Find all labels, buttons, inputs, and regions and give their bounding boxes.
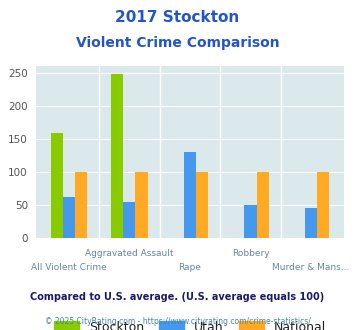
Bar — [257, 172, 269, 238]
Bar — [123, 202, 135, 238]
Text: Robbery: Robbery — [232, 249, 269, 258]
Text: Compared to U.S. average. (U.S. average equals 100): Compared to U.S. average. (U.S. average … — [31, 292, 324, 302]
Bar — [51, 133, 63, 238]
Bar — [75, 172, 87, 238]
Bar — [63, 197, 75, 238]
Text: Murder & Mans...: Murder & Mans... — [272, 263, 350, 272]
Text: Rape: Rape — [179, 263, 201, 272]
Bar — [196, 172, 208, 238]
Legend: Stockton, Utah, National: Stockton, Utah, National — [49, 316, 331, 330]
Text: © 2025 CityRating.com - https://www.cityrating.com/crime-statistics/: © 2025 CityRating.com - https://www.city… — [45, 317, 310, 326]
Bar — [305, 208, 317, 238]
Bar — [184, 152, 196, 238]
Bar — [111, 74, 123, 238]
Bar — [317, 172, 329, 238]
Bar — [245, 205, 257, 238]
Text: Aggravated Assault: Aggravated Assault — [85, 249, 174, 258]
Bar — [135, 172, 148, 238]
Text: 2017 Stockton: 2017 Stockton — [115, 10, 240, 25]
Text: All Violent Crime: All Violent Crime — [31, 263, 107, 272]
Text: Violent Crime Comparison: Violent Crime Comparison — [76, 36, 279, 50]
